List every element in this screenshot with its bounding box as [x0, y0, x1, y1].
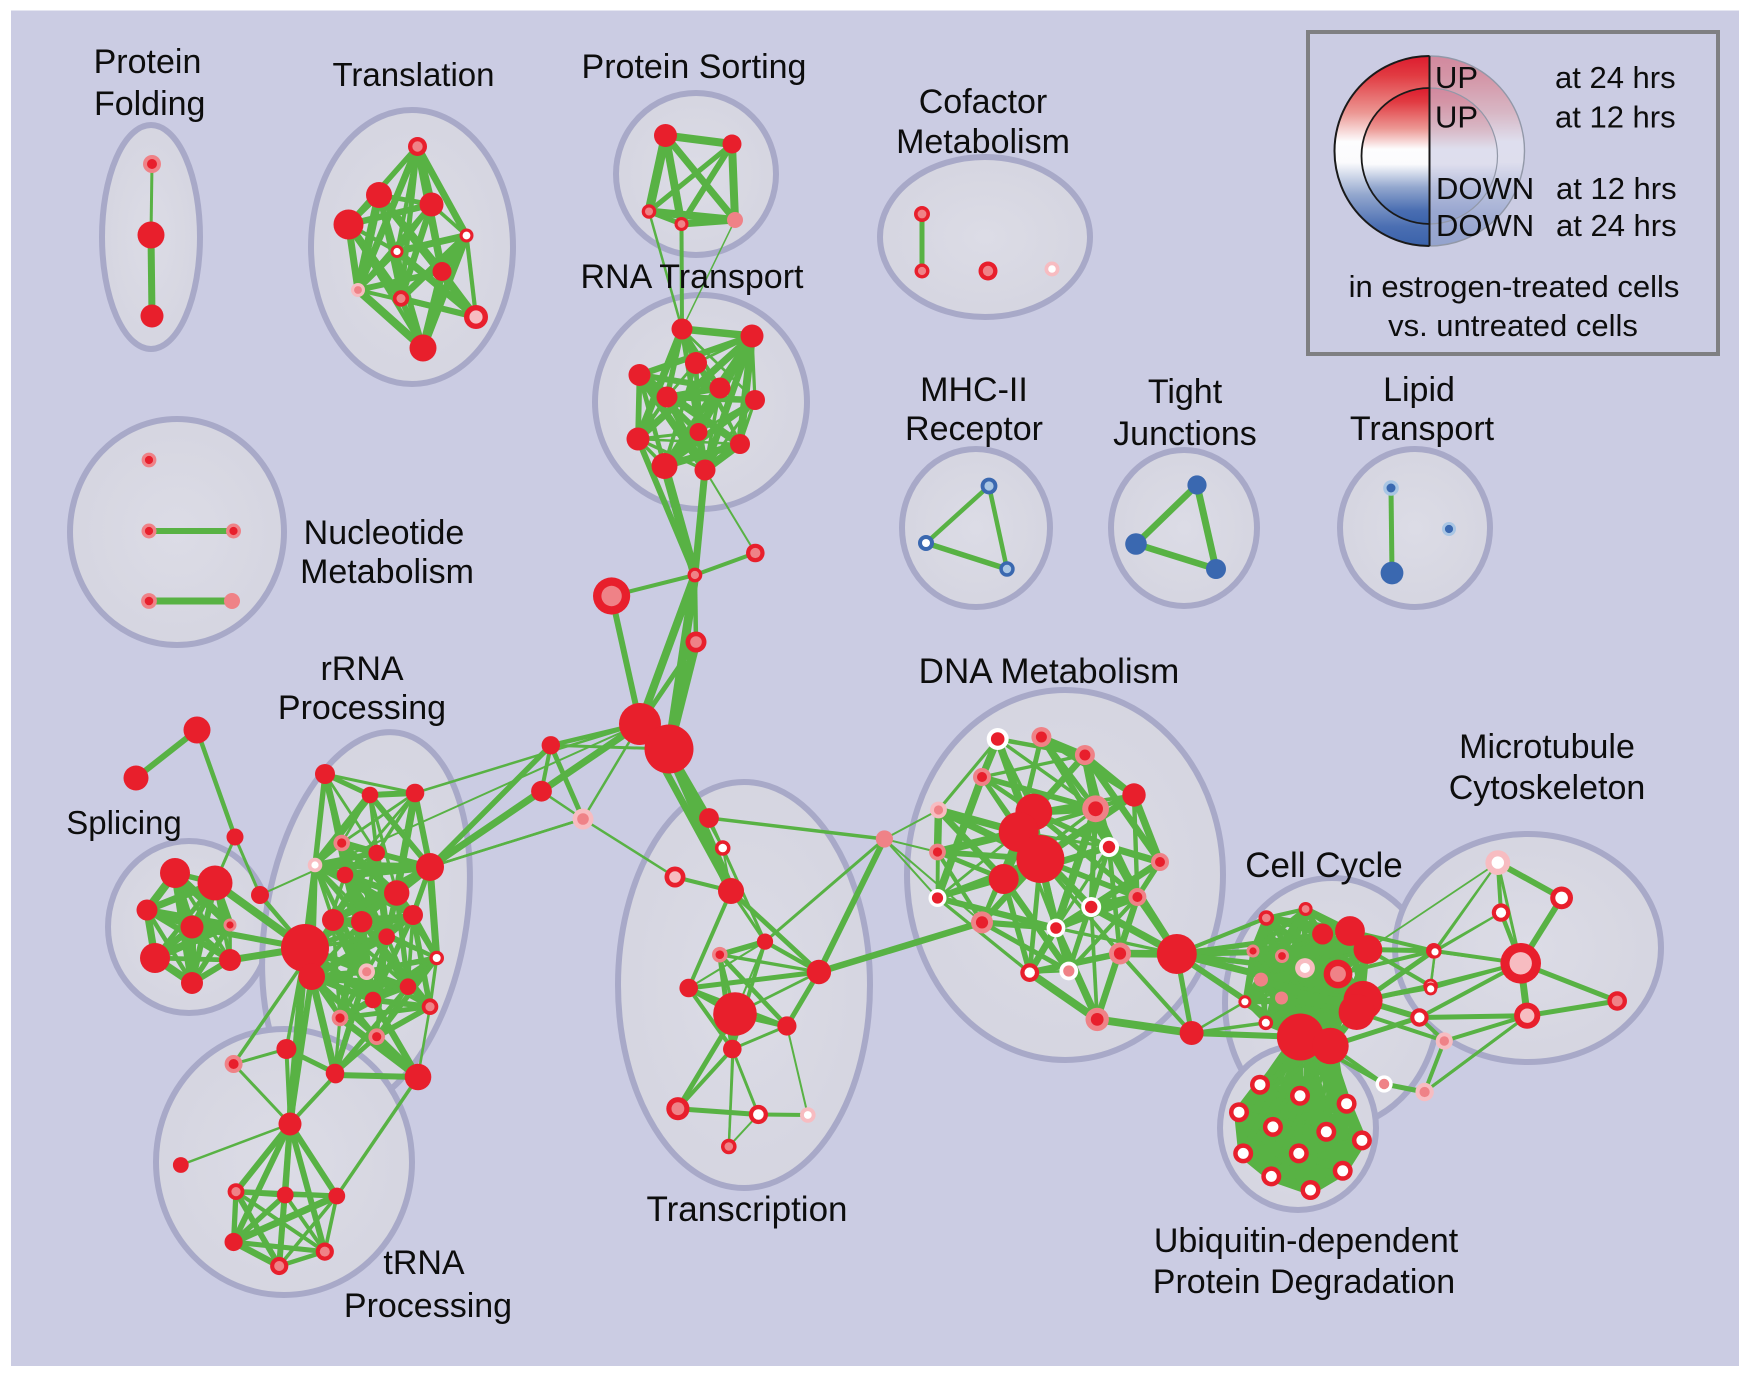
svg-text:MHC-II: MHC-II [920, 371, 1028, 409]
svg-text:DOWN: DOWN [1436, 208, 1534, 243]
svg-text:Tight: Tight [1148, 373, 1223, 411]
svg-text:in estrogen-treated cells: in estrogen-treated cells [1349, 269, 1680, 304]
svg-text:Folding: Folding [94, 85, 206, 123]
svg-text:at 24 hrs: at 24 hrs [1555, 60, 1676, 95]
svg-text:Protein Degradation: Protein Degradation [1153, 1263, 1455, 1301]
svg-text:Protein: Protein [94, 43, 202, 81]
svg-text:Transport: Transport [1350, 410, 1495, 448]
svg-text:Metabolism: Metabolism [896, 123, 1070, 161]
svg-text:RNA Transport: RNA Transport [581, 258, 805, 296]
svg-text:Metabolism: Metabolism [300, 553, 474, 591]
svg-text:Junctions: Junctions [1113, 415, 1257, 453]
svg-text:Microtubule: Microtubule [1459, 728, 1635, 766]
svg-text:Cofactor: Cofactor [919, 83, 1048, 121]
svg-text:DNA Metabolism: DNA Metabolism [919, 652, 1180, 691]
svg-text:rRNA: rRNA [320, 650, 403, 688]
svg-text:tRNA: tRNA [383, 1244, 465, 1282]
svg-text:Processing: Processing [344, 1287, 512, 1325]
svg-text:Transcription: Transcription [647, 1190, 848, 1229]
svg-text:at 24 hrs: at 24 hrs [1556, 208, 1677, 243]
svg-text:Cell Cycle: Cell Cycle [1245, 846, 1403, 885]
svg-text:DOWN: DOWN [1436, 171, 1534, 206]
svg-text:Receptor: Receptor [905, 410, 1043, 448]
svg-text:Processing: Processing [278, 689, 446, 727]
svg-text:Nucleotide: Nucleotide [304, 514, 465, 552]
svg-text:vs. untreated cells: vs. untreated cells [1388, 308, 1638, 343]
svg-text:Protein Sorting: Protein Sorting [582, 48, 807, 86]
svg-text:UP: UP [1435, 60, 1478, 95]
svg-text:Splicing: Splicing [66, 804, 182, 841]
svg-text:Lipid: Lipid [1383, 371, 1455, 409]
svg-text:at 12 hrs: at 12 hrs [1555, 100, 1676, 135]
svg-text:Cytoskeleton: Cytoskeleton [1449, 769, 1646, 807]
svg-text:UP: UP [1435, 100, 1478, 135]
svg-text:Translation: Translation [332, 56, 494, 93]
svg-text:at 12 hrs: at 12 hrs [1556, 171, 1677, 206]
svg-text:Ubiquitin-dependent: Ubiquitin-dependent [1154, 1222, 1459, 1260]
